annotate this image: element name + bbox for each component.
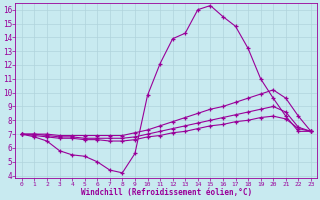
X-axis label: Windchill (Refroidissement éolien,°C): Windchill (Refroidissement éolien,°C) — [81, 188, 252, 197]
